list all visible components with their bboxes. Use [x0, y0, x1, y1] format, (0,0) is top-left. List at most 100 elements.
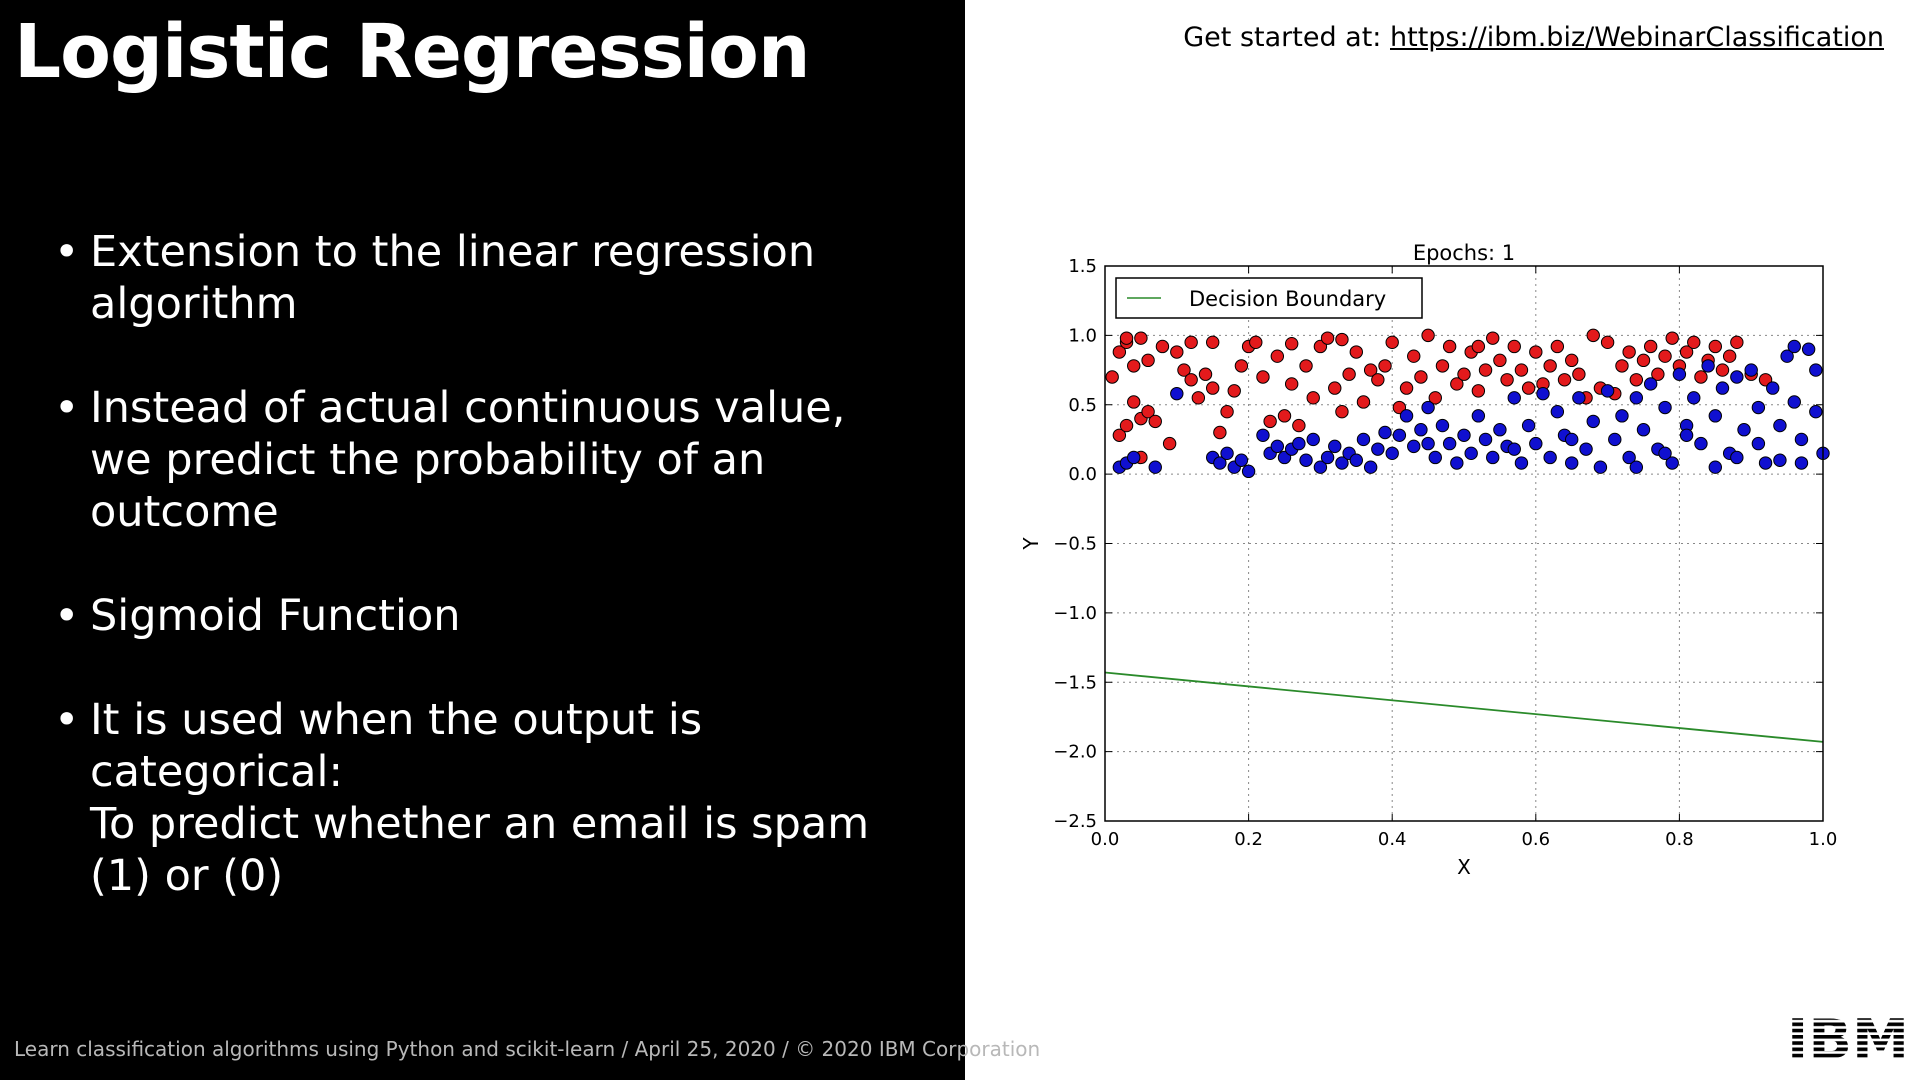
y-tick-label: −2.5 — [1053, 811, 1097, 832]
red-point — [1658, 349, 1672, 363]
red-point — [1292, 418, 1306, 433]
bullet-line: algorithm — [90, 279, 298, 329]
red-point — [1643, 339, 1658, 354]
blue-point — [1270, 439, 1285, 454]
blue-point — [1687, 391, 1701, 405]
red-point — [1679, 345, 1694, 359]
blue-point — [1464, 446, 1478, 461]
blue-point — [1486, 450, 1500, 465]
bullet-line: (1) or (0) — [90, 851, 284, 901]
red-point — [1306, 391, 1320, 405]
blue-point — [1414, 423, 1428, 437]
red-point — [1687, 335, 1701, 350]
red-point — [1407, 349, 1421, 363]
bullet-line: Extension to the linear regression — [90, 227, 816, 277]
bullet-line: Instead of actual continuous value, — [90, 383, 846, 433]
red-point — [1263, 414, 1277, 429]
red-point — [1715, 363, 1730, 377]
red-point — [1206, 381, 1220, 395]
blue-point — [1766, 381, 1780, 395]
blue-point — [1493, 423, 1507, 437]
blue-point — [1608, 432, 1622, 447]
red-point — [1191, 391, 1206, 405]
ibm-logo-text: IBM — [1787, 1010, 1909, 1060]
red-point — [1457, 367, 1471, 381]
blue-point — [1622, 450, 1636, 465]
blue-point — [1794, 456, 1809, 470]
x-tick-label: 0.4 — [1378, 829, 1407, 850]
blue-point — [1543, 450, 1557, 465]
y-tick-label: 1.0 — [1068, 325, 1097, 346]
red-point — [1127, 359, 1141, 373]
blue-point — [1629, 460, 1644, 474]
red-point — [1450, 377, 1464, 391]
blue-point — [1450, 456, 1464, 470]
red-point — [1651, 367, 1665, 381]
red-point — [1428, 391, 1442, 405]
blue-point — [1773, 418, 1787, 433]
blue-point — [1658, 446, 1672, 461]
red-point — [1184, 373, 1198, 387]
blue-point — [1773, 453, 1787, 467]
red-point — [1141, 353, 1155, 368]
webinar-link[interactable]: https://ibm.biz/WebinarClassification — [1390, 22, 1884, 53]
y-tick-label: −1.0 — [1053, 603, 1097, 624]
slide-footer: Learn classification algorithms using Py… — [14, 1037, 1041, 1061]
red-point — [1514, 363, 1529, 377]
red-point — [1636, 353, 1651, 368]
red-point — [1507, 339, 1521, 354]
red-point — [1328, 381, 1342, 395]
legend-label: Decision Boundary — [1189, 287, 1386, 311]
blue-point — [1658, 400, 1672, 415]
red-point — [1249, 335, 1263, 350]
red-point — [1557, 373, 1572, 387]
red-point — [1521, 381, 1536, 395]
blue-point — [1127, 450, 1141, 465]
bullet-line: It is used when the output is — [90, 695, 703, 745]
bullet-line: outcome — [90, 487, 279, 537]
bullet-item: Extension to the linear regressionalgori… — [50, 226, 930, 330]
blue-point — [1665, 456, 1679, 470]
blue-point — [1521, 418, 1536, 433]
x-axis-label: X — [1457, 855, 1471, 879]
red-point — [1112, 345, 1127, 359]
blue-point — [1363, 460, 1378, 474]
decision-boundary — [1104, 671, 1824, 743]
red-point — [1320, 331, 1335, 345]
bullet-list: Extension to the linear regressionalgori… — [50, 226, 930, 954]
red-point — [1550, 339, 1565, 354]
y-tick-label: −1.5 — [1053, 672, 1097, 693]
red-point — [1134, 331, 1148, 345]
red-point — [1572, 367, 1586, 381]
blue-point — [1421, 400, 1435, 415]
blue-point — [1328, 439, 1342, 454]
blue-point — [1679, 428, 1694, 442]
red-point — [1234, 359, 1249, 373]
red-point — [1500, 373, 1514, 387]
red-point — [1112, 428, 1127, 442]
blue-point — [1629, 391, 1644, 405]
red-point — [1586, 328, 1600, 343]
blue-point — [1529, 436, 1543, 451]
red-point — [1356, 395, 1371, 409]
red-point — [1694, 370, 1708, 384]
red-point — [1206, 335, 1220, 350]
legend-box — [1115, 277, 1423, 319]
blue-point — [1306, 432, 1320, 447]
red-point — [1371, 373, 1385, 387]
red-point — [1119, 331, 1134, 345]
blue-point — [1313, 460, 1328, 474]
red-point — [1270, 349, 1285, 363]
blue-point — [1787, 339, 1801, 354]
y-tick-label: 0.0 — [1068, 464, 1097, 485]
blue-point — [1378, 425, 1392, 440]
blue-point — [1385, 446, 1399, 461]
blue-point — [1421, 436, 1435, 451]
red-point — [1722, 349, 1737, 363]
red-point — [1277, 409, 1292, 423]
blue-point — [1213, 456, 1227, 470]
left-panel: Logistic Regression Extension to the lin… — [0, 0, 965, 1080]
blue-point — [1514, 456, 1529, 470]
blue-point — [1565, 456, 1579, 470]
blue-point — [1399, 409, 1414, 423]
